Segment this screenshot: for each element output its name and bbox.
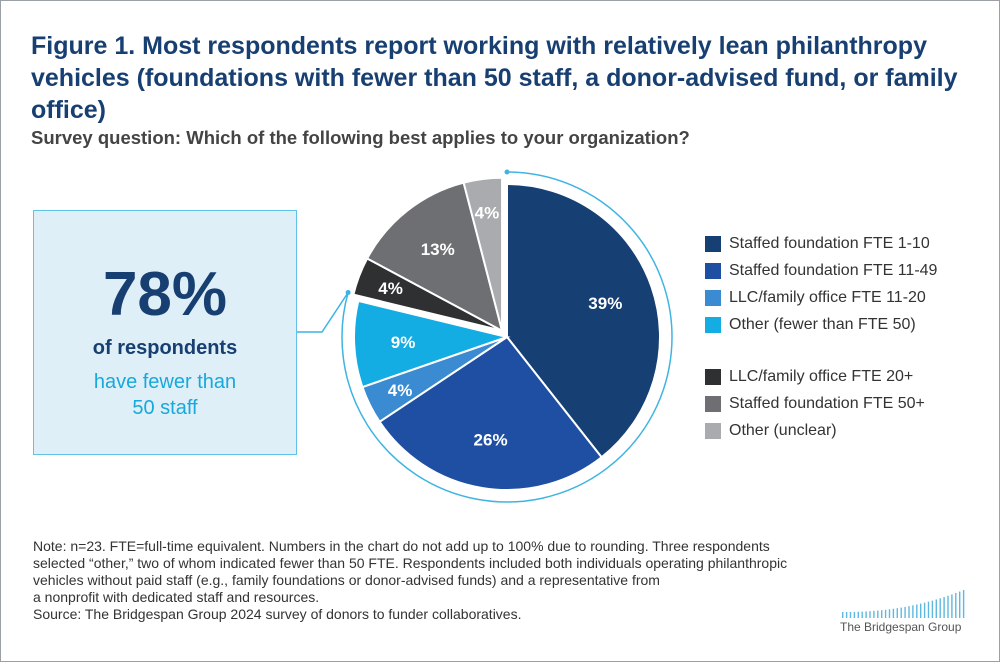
legend-item: Other (unclear) xyxy=(705,417,925,444)
legend-item: LLC/family office FTE 20+ xyxy=(705,363,925,390)
legend-label: Other (unclear) xyxy=(729,421,837,439)
logo-bar xyxy=(900,607,902,618)
logo-bar xyxy=(861,611,863,618)
callout-line2b: 50 staff xyxy=(132,397,198,419)
logo-bar xyxy=(865,611,867,618)
callout-line1: of respondents xyxy=(92,337,238,359)
legend-label: Staffed foundation FTE 1-10 xyxy=(729,234,930,252)
logo-bar xyxy=(853,611,856,618)
logo-bar xyxy=(935,599,937,618)
logo-bar xyxy=(873,610,875,618)
footnote: Note: n=23. FTE=full-time equivalent. Nu… xyxy=(33,538,853,623)
logo-bar xyxy=(869,611,871,618)
callout-line2a: have fewer than xyxy=(93,371,237,393)
logo-bar xyxy=(857,611,859,618)
legend-swatch xyxy=(705,235,721,252)
slice-data-label: 26% xyxy=(474,431,508,450)
legend-item: Staffed foundation FTE 11-49 xyxy=(705,257,937,284)
legend-label: Staffed foundation FTE 50+ xyxy=(729,394,925,412)
footnote-line: selected “other,” two of whom indicated … xyxy=(33,555,788,571)
logo-bar xyxy=(923,602,926,618)
pie-slice xyxy=(506,182,661,459)
logo-bar xyxy=(931,600,934,618)
logo-bar xyxy=(842,612,844,618)
legend-group-2: LLC/family office FTE 20+ Staffed founda… xyxy=(705,363,925,444)
bridgespan-logo-text: The Bridgespan Group xyxy=(840,620,962,634)
logo-bar xyxy=(908,606,910,618)
bridgespan-logo-bars xyxy=(842,590,965,618)
pie-slice xyxy=(462,176,504,331)
callout-big-number: 78% xyxy=(102,260,228,329)
logo-bar xyxy=(877,610,879,618)
slice-data-label: 39% xyxy=(588,294,622,313)
logo-bar xyxy=(959,591,961,618)
legend-item: Staffed foundation FTE 1-10 xyxy=(705,230,937,257)
chart-subtitle: Survey question: Which of the following … xyxy=(31,127,690,148)
logo-bar xyxy=(962,590,965,618)
logo-bar xyxy=(888,609,891,618)
pie-slice xyxy=(365,181,504,333)
logo-bar xyxy=(912,605,914,618)
slice-data-label: 4% xyxy=(388,381,413,400)
legend-swatch xyxy=(705,289,721,306)
legend-swatch xyxy=(705,262,721,279)
slice-data-label: 4% xyxy=(378,279,403,298)
logo-bar xyxy=(947,595,949,618)
footnote-line: Note: n=23. FTE=full-time equivalent. Nu… xyxy=(33,538,770,554)
footnote-line: vehicles without paid staff (e.g., famil… xyxy=(33,572,660,588)
legend-group-1: Staffed foundation FTE 1-10 Staffed foun… xyxy=(705,230,937,338)
legend-label: Other (fewer than FTE 50) xyxy=(729,315,916,333)
slice-data-label: 13% xyxy=(421,240,455,259)
logo-bar xyxy=(927,601,930,618)
logo-bar xyxy=(943,597,945,618)
logo-bar xyxy=(896,608,898,618)
logo-bar xyxy=(845,611,848,618)
legend-label: Staffed foundation FTE 11-49 xyxy=(729,261,938,279)
bracket-end-dot xyxy=(504,169,510,175)
callout-box: 78% of respondents have fewer than 50 st… xyxy=(33,210,297,455)
slice-data-label: 9% xyxy=(391,333,416,352)
slice-data-label: 4% xyxy=(475,203,500,222)
callout-connector xyxy=(297,292,349,333)
group-bracket-arc xyxy=(341,171,673,503)
logo-bar xyxy=(892,608,895,618)
callout-line2: have fewer than 50 staff xyxy=(34,369,296,421)
legend-item: LLC/family office FTE 11-20 xyxy=(705,284,937,311)
footnote-source: Source: The Bridgespan Group 2024 survey… xyxy=(33,606,522,622)
legend-swatch xyxy=(705,368,721,385)
legend-swatch xyxy=(705,316,721,333)
legend-swatch xyxy=(705,422,721,439)
logo-bar xyxy=(849,611,852,618)
legend-label: LLC/family office FTE 11-20 xyxy=(729,288,926,306)
pie-slice xyxy=(353,299,511,389)
logo-bar xyxy=(955,593,957,618)
logo-bar xyxy=(904,606,906,618)
logo-bar xyxy=(884,609,887,618)
legend-swatch xyxy=(705,395,721,412)
logo-bar xyxy=(951,594,953,618)
logo-bar xyxy=(881,610,883,618)
legend-item: Other (fewer than FTE 50) xyxy=(705,311,937,338)
logo-bar xyxy=(939,598,941,618)
logo-bar xyxy=(920,603,922,618)
pie-slice xyxy=(378,335,603,491)
logo-bar xyxy=(916,604,918,618)
footnote-line: a nonprofit with dedicated staff and res… xyxy=(33,589,320,605)
chart-title: Figure 1. Most respondents report workin… xyxy=(31,32,958,124)
legend-label: LLC/family office FTE 20+ xyxy=(729,367,914,385)
legend-item: Staffed foundation FTE 50+ xyxy=(705,390,925,417)
